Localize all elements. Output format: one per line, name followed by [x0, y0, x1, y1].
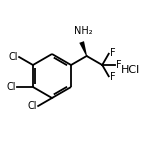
Text: HCl: HCl — [121, 65, 141, 75]
Text: F: F — [116, 60, 122, 70]
Text: Cl: Cl — [9, 52, 18, 62]
Text: F: F — [110, 72, 115, 82]
Text: F: F — [110, 48, 115, 58]
Text: Cl: Cl — [6, 82, 16, 92]
Text: NH₂: NH₂ — [74, 26, 93, 36]
Text: Cl: Cl — [28, 101, 37, 111]
Polygon shape — [79, 41, 87, 56]
